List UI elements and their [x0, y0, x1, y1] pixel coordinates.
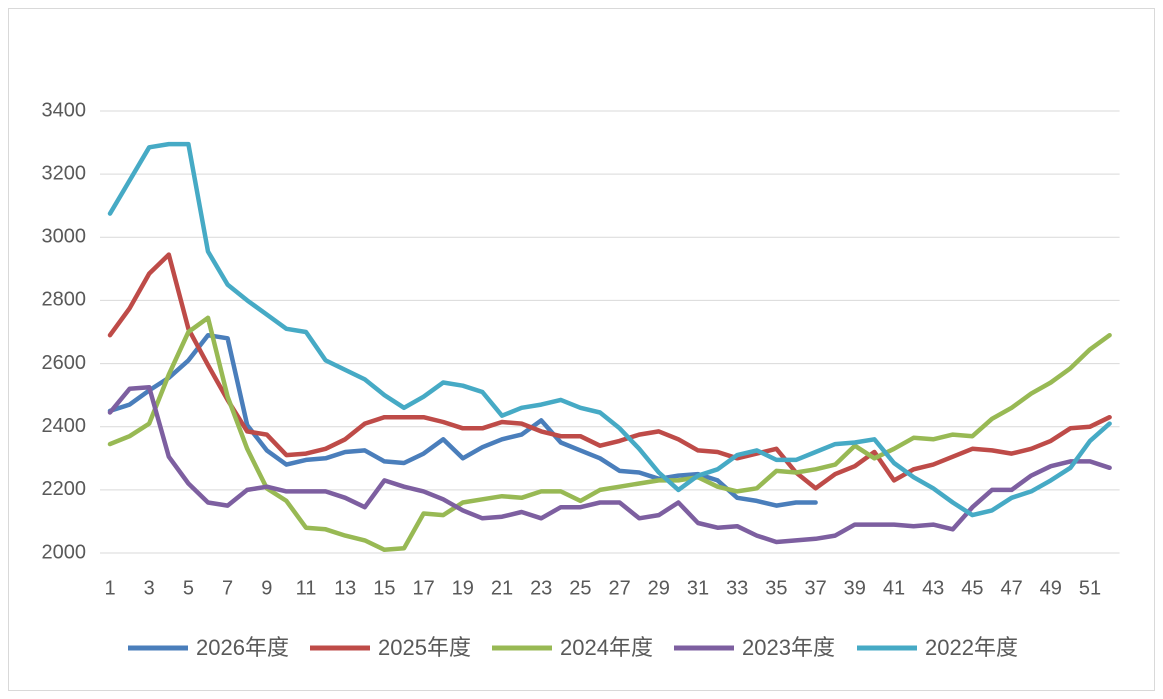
x-tick-label: 23: [530, 577, 552, 599]
legend-label: 2023年度: [742, 635, 835, 660]
y-tick-label: 3200: [42, 162, 87, 184]
series-line: [107, 252, 1112, 491]
x-tick-label: 49: [1040, 577, 1062, 599]
legend-label: 2022年度: [925, 635, 1018, 660]
y-tick-label: 3400: [42, 99, 87, 121]
legend-label: 2025年度: [378, 635, 471, 660]
x-tick-label: 27: [608, 577, 630, 599]
x-tick-label: 9: [261, 577, 272, 599]
y-tick-label: 2200: [42, 478, 87, 500]
x-tick-label: 43: [922, 577, 944, 599]
x-tick-label: 39: [844, 577, 866, 599]
x-tick-label: 31: [687, 577, 709, 599]
x-tick-label: 15: [373, 577, 395, 599]
x-tick-label: 29: [648, 577, 670, 599]
series-line: [107, 385, 1112, 545]
x-tick-label: 17: [412, 577, 434, 599]
y-tick-label: 2600: [42, 352, 87, 374]
x-tick-label: 41: [883, 577, 905, 599]
x-tick-label: 37: [804, 577, 826, 599]
x-tick-label: 19: [452, 577, 474, 599]
x-tick-label: 3: [144, 577, 155, 599]
x-tick-label: 25: [569, 577, 591, 599]
x-tick-label: 1: [104, 577, 115, 599]
x-tick-label: 45: [961, 577, 983, 599]
x-tick-label: 47: [1000, 577, 1022, 599]
y-tick-label: 2800: [42, 289, 87, 311]
x-tick-label: 33: [726, 577, 748, 599]
legend-label: 2026年度: [196, 635, 289, 660]
x-tick-label: 5: [183, 577, 194, 599]
y-tick-label: 2000: [42, 541, 87, 563]
x-tick-label: 35: [765, 577, 787, 599]
x-tick-label: 7: [222, 577, 233, 599]
series-line: [107, 141, 1112, 518]
x-tick-label: 11: [296, 577, 317, 599]
x-tick-label: 13: [334, 577, 356, 599]
x-tick-label: 21: [491, 577, 513, 599]
x-tick-label: 51: [1079, 577, 1101, 599]
y-tick-label: 3000: [42, 226, 87, 248]
series-line: [107, 315, 1112, 553]
y-tick-label: 2400: [42, 415, 87, 437]
legend-label: 2024年度: [560, 635, 653, 660]
